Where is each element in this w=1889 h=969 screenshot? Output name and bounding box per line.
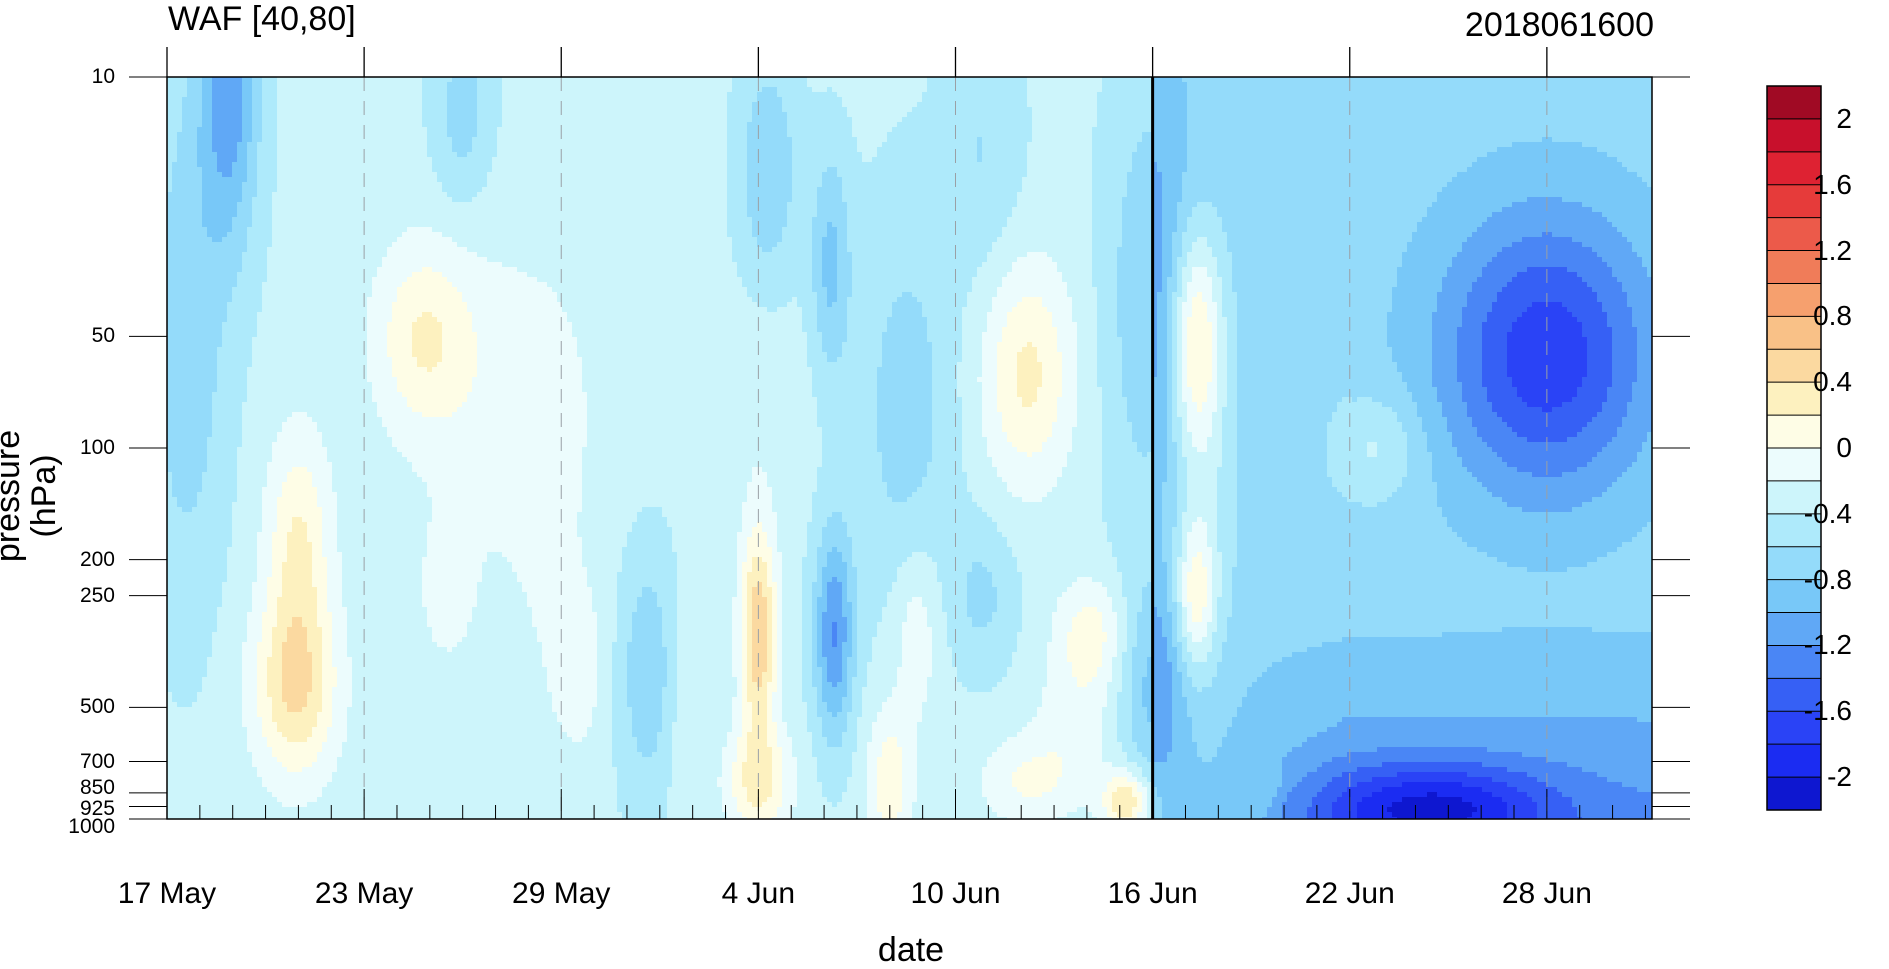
y-tick-label: 200 <box>80 549 115 571</box>
x-tick-label: 4 Jun <box>722 877 795 911</box>
colorbar-segment <box>1767 86 1821 119</box>
colorbar-label: -0.8 <box>1804 565 1852 595</box>
y-tick-label: 100 <box>80 437 115 459</box>
colorbar-label: 0 <box>1836 433 1852 463</box>
chart-date-label: 2018061600 <box>1465 6 1654 44</box>
y-axis-label: pressure (hPa) <box>0 396 62 596</box>
waf-chart <box>0 0 1889 968</box>
y-tick-label: 250 <box>80 585 115 607</box>
colorbar-label: -0.4 <box>1804 499 1852 529</box>
contour-field <box>167 77 1653 823</box>
colorbar-label: -2 <box>1827 762 1852 792</box>
x-tick-label: 22 Jun <box>1305 877 1395 911</box>
x-tick-label: 29 May <box>512 877 610 911</box>
colorbar-label: 2 <box>1836 104 1852 134</box>
colorbar-segment <box>1767 777 1821 810</box>
colorbar-segment <box>1767 119 1821 152</box>
y-tick-label: 1000 <box>68 816 115 838</box>
x-tick-label: 28 Jun <box>1502 877 1592 911</box>
y-tick-label: 50 <box>92 325 115 347</box>
colorbar-segment <box>1767 415 1821 448</box>
y-tick-label: 10 <box>92 66 115 88</box>
y-tick-label: 700 <box>80 751 115 773</box>
colorbar-label: 1.6 <box>1813 170 1852 200</box>
colorbar-label: 1.2 <box>1813 236 1852 266</box>
chart-title: WAF [40,80] <box>168 0 356 38</box>
colorbar-label: 0.8 <box>1813 301 1852 331</box>
colorbar-label: -1.6 <box>1804 696 1852 726</box>
x-tick-label: 17 May <box>118 877 216 911</box>
x-tick-label: 16 Jun <box>1108 877 1198 911</box>
colorbar-segment <box>1767 448 1821 481</box>
x-tick-label: 23 May <box>315 877 413 911</box>
x-axis-label: date <box>0 932 1822 968</box>
x-tick-label: 10 Jun <box>910 877 1000 911</box>
colorbar-label: -1.2 <box>1804 630 1852 660</box>
y-tick-label: 850 <box>80 777 115 799</box>
colorbar-segment <box>1767 744 1821 777</box>
colorbar-label: 0.4 <box>1813 367 1852 397</box>
y-tick-label: 500 <box>80 696 115 718</box>
